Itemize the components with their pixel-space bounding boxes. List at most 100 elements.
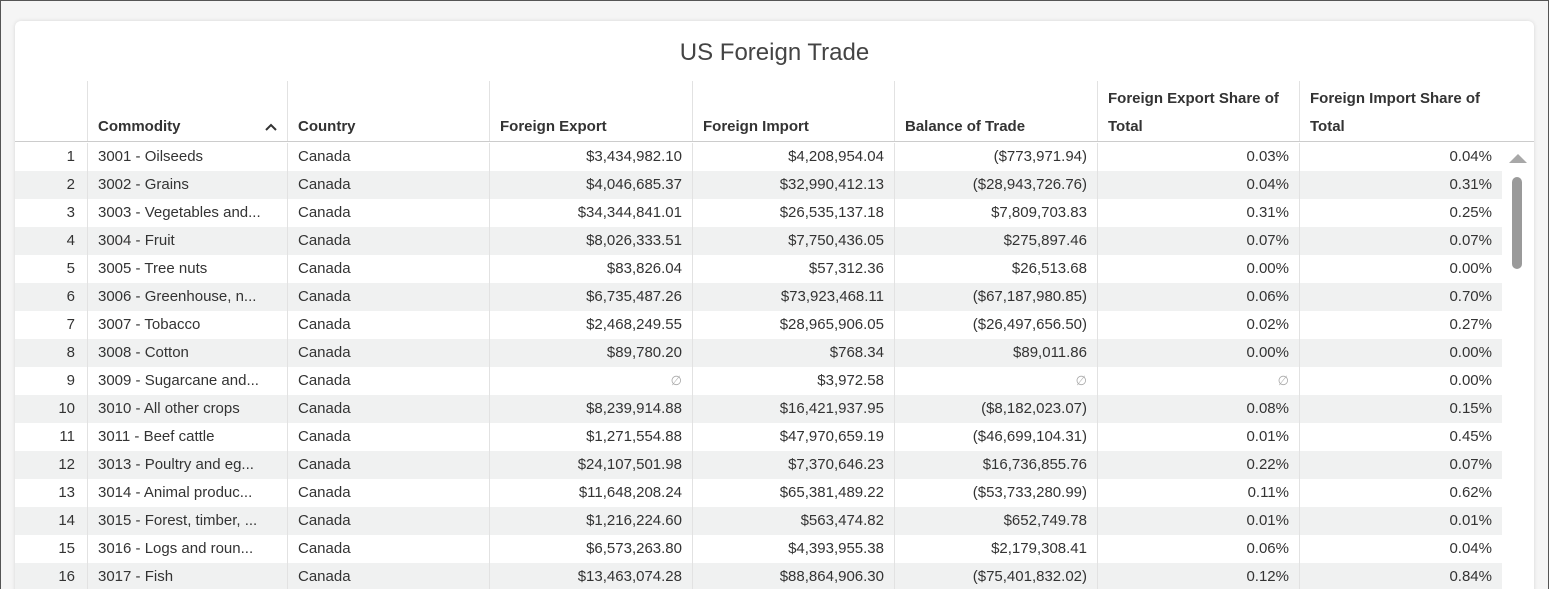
table-cell: 0.45% [1299, 423, 1502, 451]
header-divider [15, 141, 1534, 142]
table-cell: $65,381,489.22 [692, 479, 894, 507]
table-cell: 0.01% [1097, 507, 1299, 535]
column-header[interactable]: Balance of Trade [894, 81, 1097, 141]
table-cell: 0.84% [1299, 563, 1502, 589]
scroll-thumb[interactable] [1512, 177, 1522, 269]
table-cell: Canada [287, 563, 489, 589]
table-cell: ($46,699,104.31) [894, 423, 1097, 451]
table-cell: 0.25% [1299, 199, 1502, 227]
table-row[interactable]: 15 3016 - Logs and roun... Canada $6,573,26… [15, 535, 1502, 563]
table-cell: $88,864,906.30 [692, 563, 894, 589]
table-cell: 0.03% [1097, 143, 1299, 171]
column-header[interactable]: Foreign Export Share of Total [1097, 81, 1299, 141]
row-number: 1 [66, 148, 75, 165]
table-cell: $7,750,436.05 [692, 227, 894, 255]
table-cell: 0.27% [1299, 311, 1502, 339]
table-cell: $768.34 [692, 339, 894, 367]
table-cell: ($8,182,023.07) [894, 395, 1097, 423]
table-cell: 3008 - Cotton [87, 339, 287, 367]
row-number: 3 [66, 204, 75, 221]
table-cell: ($773,971.94) [894, 143, 1097, 171]
row-number: 11 [59, 428, 75, 445]
table-row[interactable]: 3 3003 - Vegetables and... Canada $34,344,8… [15, 199, 1502, 227]
table-cell: $652,749.78 [894, 507, 1097, 535]
table-cell: Canada [287, 479, 489, 507]
scroll-up-arrow[interactable] [1509, 154, 1527, 163]
table-row[interactable]: 1 3001 - Oilseeds Canada $3,434,982.10 $4,20… [15, 143, 1502, 171]
table-row[interactable]: 11 3011 - Beef cattle Canada $1,271,554.88 $… [15, 423, 1502, 451]
table-cell: Canada [287, 199, 489, 227]
table-cell: Canada [287, 283, 489, 311]
table-cell: ($75,401,832.02) [894, 563, 1097, 589]
table-cell: 3009 - Sugarcane and... [87, 367, 287, 395]
table-cell: Canada [287, 143, 489, 171]
column-header[interactable]: Foreign Import [692, 81, 894, 141]
column-header[interactable]: Country [287, 81, 489, 141]
table-cell: $26,535,137.18 [692, 199, 894, 227]
table-cell: $563,474.82 [692, 507, 894, 535]
table-cell: ($67,187,980.85) [894, 283, 1097, 311]
table-row[interactable]: 7 3007 - Tobacco Canada $2,468,249.55 $28,96… [15, 311, 1502, 339]
table-cell: 3015 - Forest, timber, ... [87, 507, 287, 535]
table-cell: $4,393,955.38 [692, 535, 894, 563]
table-row[interactable]: 6 3006 - Greenhouse, n... Canada $6,735,487… [15, 283, 1502, 311]
column-header-label: Balance of Trade [905, 118, 1026, 135]
table-cell: 3011 - Beef cattle [87, 423, 287, 451]
table-row[interactable]: 2 3002 - Grains Canada $4,046,685.37 $32,990… [15, 171, 1502, 199]
table-row[interactable]: 5 3005 - Tree nuts Canada $83,826.04 $57,312… [15, 255, 1502, 283]
table-cell: ∅ [1097, 367, 1299, 395]
table-cell: ∅ [894, 367, 1097, 395]
table-cell: $16,736,855.76 [894, 451, 1097, 479]
row-number: 10 [58, 400, 75, 417]
table-cell: Canada [287, 507, 489, 535]
table-cell: 0.11% [1097, 479, 1299, 507]
table-row[interactable]: 12 3013 - Poultry and eg... Canada $24,107,… [15, 451, 1502, 479]
table-cell: Canada [287, 423, 489, 451]
sort-ascending-icon[interactable] [265, 123, 277, 131]
row-number: 16 [58, 568, 75, 585]
table-row[interactable]: 13 3014 - Animal produc... Canada $11,648,2… [15, 479, 1502, 507]
table-cell: Canada [287, 227, 489, 255]
table-cell: 0.04% [1097, 171, 1299, 199]
table-row[interactable]: 10 3010 - All other crops Canada $8,239,914… [15, 395, 1502, 423]
table-cell: Canada [287, 339, 489, 367]
row-number: 7 [66, 316, 75, 333]
row-number: 9 [66, 372, 75, 389]
table-cell: 0.01% [1097, 423, 1299, 451]
table-cell: $47,970,659.19 [692, 423, 894, 451]
column-header-label: Foreign Import [703, 118, 809, 135]
table-cell: $89,011.86 [894, 339, 1097, 367]
table-cell: Canada [287, 311, 489, 339]
table-cell: 3016 - Logs and roun... [87, 535, 287, 563]
table-cell: 3014 - Animal produc... [87, 479, 287, 507]
table-row[interactable]: 9 3009 - Sugarcane and... Canada ∅ $3,972.58… [15, 367, 1502, 395]
column-header-label: Foreign Export [500, 118, 607, 135]
column-header[interactable]: Foreign Export [489, 81, 692, 141]
table-cell: 0.02% [1097, 311, 1299, 339]
table-cell: $13,463,074.28 [489, 563, 692, 589]
column-header-label: Foreign Export Share of Total [1108, 90, 1279, 135]
table-cell: $4,046,685.37 [489, 171, 692, 199]
table-cell: Canada [287, 535, 489, 563]
table-cell: 0.12% [1097, 563, 1299, 589]
table-cell: $2,468,249.55 [489, 311, 692, 339]
table-cell: Canada [287, 255, 489, 283]
table-row[interactable]: 14 3015 - Forest, timber, ... Canada $1,216… [15, 507, 1502, 535]
column-header-label: Foreign Import Share of Total [1310, 90, 1481, 135]
table-cell: $1,271,554.88 [489, 423, 692, 451]
table-cell: 3007 - Tobacco [87, 311, 287, 339]
table-cell: 0.00% [1299, 339, 1502, 367]
table-cell: $6,735,487.26 [489, 283, 692, 311]
table-cell: $8,026,333.51 [489, 227, 692, 255]
scrollbar[interactable] [1503, 142, 1534, 589]
table-row[interactable]: 8 3008 - Cotton Canada $89,780.20 $768.34 $89… [15, 339, 1502, 367]
table-row[interactable]: 16 3017 - Fish Canada $13,463,074.28 $88,864… [15, 563, 1502, 589]
column-header[interactable]: Foreign Import Share of Total [1299, 81, 1502, 141]
table-cell: $3,972.58 [692, 367, 894, 395]
column-header[interactable]: Commodity [87, 81, 287, 141]
table-cell: $26,513.68 [894, 255, 1097, 283]
table-cell: $3,434,982.10 [489, 143, 692, 171]
table-row[interactable]: 4 3004 - Fruit Canada $8,026,333.51 $7,750,4… [15, 227, 1502, 255]
table-cell: $7,370,646.23 [692, 451, 894, 479]
